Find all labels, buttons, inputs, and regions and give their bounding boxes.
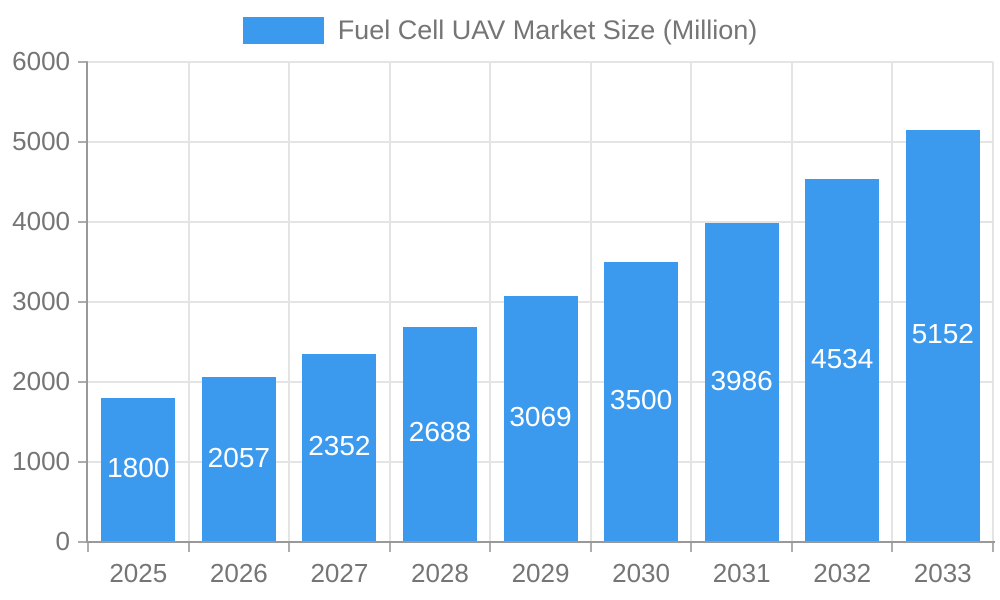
bar-value-label: 3986 bbox=[710, 364, 773, 396]
y-axis-tick-label: 5000 bbox=[12, 126, 70, 156]
v-gridline bbox=[589, 62, 592, 542]
y-axis-tick-mark bbox=[78, 141, 88, 143]
v-gridline bbox=[388, 62, 391, 542]
y-axis-tick-label: 6000 bbox=[12, 46, 70, 76]
x-axis-tick-label: 2026 bbox=[209, 558, 268, 588]
x-axis-tick-mark bbox=[790, 543, 793, 552]
v-gridline bbox=[690, 62, 693, 542]
x-axis-tick-label: 2027 bbox=[310, 558, 369, 588]
legend-item[interactable]: Fuel Cell UAV Market Size (Million) bbox=[0, 16, 1000, 45]
x-axis-tick-label: 2025 bbox=[109, 558, 168, 588]
v-gridline bbox=[790, 62, 793, 542]
x-axis-tick-label: 2031 bbox=[712, 558, 771, 588]
v-gridline bbox=[288, 62, 291, 542]
bar[interactable] bbox=[201, 377, 276, 542]
bar-value-label: 5152 bbox=[911, 317, 974, 349]
bar[interactable] bbox=[402, 326, 477, 542]
bar-value-label: 3069 bbox=[509, 401, 572, 433]
x-axis-tick-label: 2029 bbox=[511, 558, 570, 588]
y-axis-line bbox=[86, 62, 88, 542]
y-axis-tick-label: 4000 bbox=[12, 206, 70, 236]
y-axis-tick-mark bbox=[78, 221, 88, 223]
bar[interactable] bbox=[604, 262, 679, 542]
v-gridline bbox=[992, 62, 994, 542]
x-axis-tick-mark bbox=[388, 543, 391, 552]
bar-value-label: 3500 bbox=[609, 384, 673, 415]
x-axis-tick-mark bbox=[187, 543, 190, 552]
x-axis-tick-mark bbox=[992, 543, 994, 552]
x-axis-tick-mark bbox=[690, 543, 693, 552]
x-axis-tick-mark bbox=[288, 543, 291, 552]
bar[interactable] bbox=[101, 398, 176, 542]
h-gridline bbox=[88, 141, 993, 143]
x-axis-tick-label: 2032 bbox=[813, 558, 872, 588]
x-axis-line bbox=[86, 541, 995, 543]
y-axis-tick-label: 1000 bbox=[12, 446, 70, 476]
bar-value-label: 1800 bbox=[107, 452, 170, 483]
y-axis-tick-mark bbox=[78, 461, 88, 463]
x-axis-tick-mark bbox=[891, 543, 894, 552]
y-axis-tick-mark bbox=[78, 541, 88, 543]
x-axis-tick-label: 2033 bbox=[913, 558, 972, 588]
x-axis-tick-mark bbox=[87, 543, 89, 552]
y-axis-tick-mark bbox=[78, 301, 88, 303]
bar[interactable] bbox=[805, 179, 880, 542]
bar-value-label: 2057 bbox=[207, 441, 270, 473]
y-axis-tick-label: 2000 bbox=[12, 366, 70, 396]
y-axis-tick-mark bbox=[78, 61, 88, 63]
legend-swatch bbox=[242, 17, 324, 44]
bar-value-label: 2688 bbox=[408, 416, 472, 448]
y-axis-tick-mark bbox=[78, 381, 88, 383]
x-axis-tick-label: 2030 bbox=[612, 558, 670, 588]
y-axis-tick-label: 3000 bbox=[12, 286, 70, 316]
v-gridline bbox=[187, 62, 190, 542]
bar-value-label: 2352 bbox=[308, 429, 371, 461]
v-gridline bbox=[489, 62, 492, 542]
bar[interactable] bbox=[704, 223, 779, 542]
x-axis-tick-mark bbox=[489, 543, 492, 552]
legend-label: Fuel Cell UAV Market Size (Million) bbox=[337, 15, 758, 45]
bar[interactable] bbox=[503, 296, 578, 542]
bar-value-label: 4534 bbox=[811, 342, 874, 374]
bar[interactable] bbox=[302, 353, 377, 542]
v-gridline bbox=[891, 62, 894, 542]
y-axis-tick-label: 0 bbox=[55, 526, 70, 556]
bar[interactable] bbox=[905, 129, 980, 542]
h-gridline bbox=[88, 221, 993, 223]
x-axis-tick-label: 2028 bbox=[411, 558, 469, 588]
h-gridline bbox=[88, 61, 993, 63]
x-axis-tick-mark bbox=[589, 543, 592, 552]
